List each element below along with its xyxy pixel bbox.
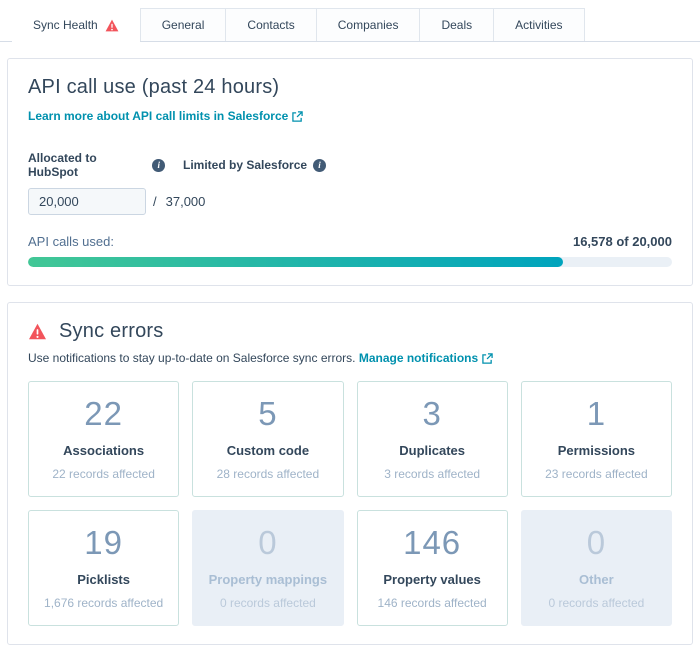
error-title: Other [579, 572, 614, 587]
error-title: Property values [383, 572, 481, 587]
manage-notifications-link[interactable]: Manage notifications [359, 351, 493, 365]
error-title: Property mappings [208, 572, 328, 587]
tab-activities[interactable]: Activities [493, 8, 585, 41]
sync-errors-subtitle: Use notifications to stay up-to-date on … [28, 351, 356, 365]
error-card-associations[interactable]: 22 Associations 22 records affected [28, 381, 180, 497]
tab-bar: Sync Health General Contacts Companies D… [0, 0, 700, 42]
error-title: Custom code [226, 443, 310, 458]
tab-deals-label: Deals [441, 18, 473, 32]
api-panel-title: API call use (past 24 hours) [28, 76, 280, 98]
sync-errors-panel: Sync errors Use notifications to stay up… [7, 302, 693, 645]
error-title: Permissions [557, 443, 636, 458]
learn-more-link[interactable]: Learn more about API call limits in Sale… [28, 109, 304, 123]
api-call-use-panel: API call use (past 24 hours) Learn more … [7, 58, 693, 286]
manage-notifications-label: Manage notifications [358, 351, 479, 365]
error-card-property-values[interactable]: 146 Property values 146 records affected [356, 510, 508, 626]
error-records-affected: 3 records affected [384, 467, 481, 481]
error-card-property-mappings: 0 Property mappings 0 records affected [192, 510, 344, 626]
allocated-label: Allocated to HubSpot [28, 151, 97, 179]
info-icon[interactable]: i [152, 158, 165, 172]
error-count: 0 [258, 524, 278, 561]
api-progress-fill [28, 257, 563, 267]
api-usage-progress-track [28, 257, 672, 267]
tab-sync-health-label: Sync Health [33, 18, 98, 32]
error-title: Picklists [77, 572, 130, 587]
error-card-permissions[interactable]: 1 Permissions 23 records affected [520, 381, 672, 497]
limited-value: 37,000 [165, 194, 206, 209]
error-title: Associations [63, 443, 145, 458]
tab-activities-label: Activities [515, 18, 563, 32]
error-records-affected: 1,676 records affected [44, 596, 164, 610]
error-count: 5 [258, 395, 278, 432]
error-records-affected: 146 records affected [377, 596, 487, 610]
error-card-other: 0 Other 0 records affected [520, 510, 672, 626]
error-records-affected: 0 records affected [219, 596, 316, 610]
error-count: 0 [586, 524, 607, 561]
error-count: 19 [84, 524, 123, 561]
tab-contacts[interactable]: Contacts [225, 8, 317, 41]
api-calls-used-label: API calls used: [28, 234, 114, 249]
external-link-icon [292, 110, 304, 122]
info-icon[interactable]: i [313, 158, 327, 172]
error-cards-grid: 22 Associations 22 records affected 5 Cu… [28, 381, 672, 626]
error-count: 3 [422, 395, 442, 432]
allocated-separator: / [153, 194, 157, 209]
error-records-affected: 23 records affected [545, 467, 648, 481]
tab-sync-health[interactable]: Sync Health [12, 9, 140, 42]
external-link-icon [482, 352, 493, 364]
tab-contacts-label: Contacts [247, 18, 295, 32]
tab-companies-label: Companies [337, 18, 399, 32]
tab-general-label: General [161, 18, 205, 32]
error-card-custom-code[interactable]: 5 Custom code 28 records affected [192, 381, 344, 497]
error-records-affected: 0 records affected [548, 596, 645, 610]
error-records-affected: 28 records affected [216, 467, 320, 481]
limited-label: Limited by Salesforce [183, 158, 308, 172]
api-calls-used-value: 16,578 of 20,000 [572, 234, 672, 249]
tab-companies[interactable]: Companies [315, 8, 421, 41]
error-count: 22 [84, 395, 123, 432]
tab-general[interactable]: General [139, 8, 227, 41]
error-records-affected: 22 records affected [52, 467, 155, 481]
error-card-duplicates[interactable]: 3 Duplicates 3 records affected [356, 381, 508, 497]
error-title: Duplicates [399, 443, 465, 458]
learn-more-link-label: Learn more about API call limits in Sale… [28, 109, 289, 123]
allocated-input[interactable] [28, 188, 146, 215]
warning-triangle-icon [105, 19, 119, 32]
error-card-picklists[interactable]: 19 Picklists 1,676 records affected [28, 510, 180, 626]
sync-errors-title: Sync errors [59, 320, 164, 342]
tab-deals[interactable]: Deals [419, 8, 495, 41]
error-count: 1 [586, 395, 607, 432]
warning-triangle-icon [28, 323, 47, 340]
error-count: 146 [403, 524, 462, 561]
